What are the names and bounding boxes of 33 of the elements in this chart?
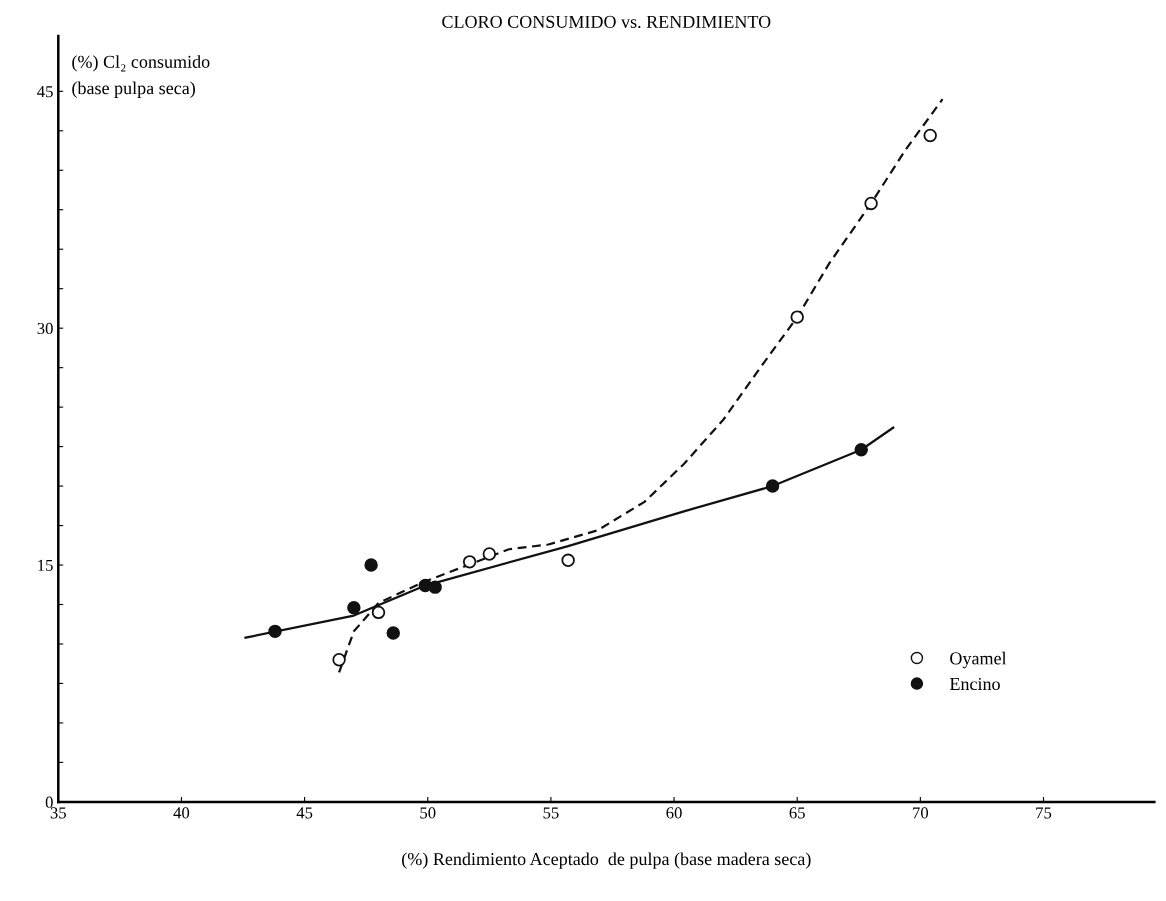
point (790, 310, 804, 324)
x-tick-label: 65 (789, 807, 805, 819)
x-tick-label: 35 (50, 807, 66, 819)
point (462, 555, 477, 569)
x-tick-label: 75 (1036, 807, 1052, 819)
point (765, 479, 780, 493)
point (923, 128, 937, 143)
x-tick-label: 50 (420, 807, 436, 819)
point (371, 605, 386, 620)
y-axis-title: (%) Cl₂ consumido (base pulpa seca) (72, 55, 210, 98)
y-tick-label: 45 (37, 86, 53, 98)
x-tick-label: 70 (913, 807, 929, 819)
point (482, 547, 497, 561)
y-tick-label: 0 (45, 796, 53, 808)
chart-title: CLORO CONSUMIDO vs. RENDIMIENTO (442, 15, 771, 28)
point (332, 653, 346, 667)
point (428, 580, 442, 594)
legend-label: Encino (949, 677, 1000, 691)
point (268, 624, 282, 639)
point (386, 626, 400, 640)
point (364, 558, 378, 572)
x-axis-title: (%) Rendimiento Aceptado de pulpa (base madera seca) (402, 852, 811, 869)
point (864, 196, 878, 211)
x-tick-label: 55 (543, 807, 559, 819)
x-tick-label: 40 (173, 807, 190, 819)
legend-label: Oyamel (950, 651, 1007, 669)
point (347, 600, 361, 615)
point (561, 553, 575, 568)
point (854, 443, 868, 457)
y-tick-label: 30 (37, 322, 53, 335)
y-tick-label: 15 (38, 559, 53, 571)
x-tick-label: 60 (666, 807, 682, 819)
x-tick-label: 45 (296, 807, 313, 819)
